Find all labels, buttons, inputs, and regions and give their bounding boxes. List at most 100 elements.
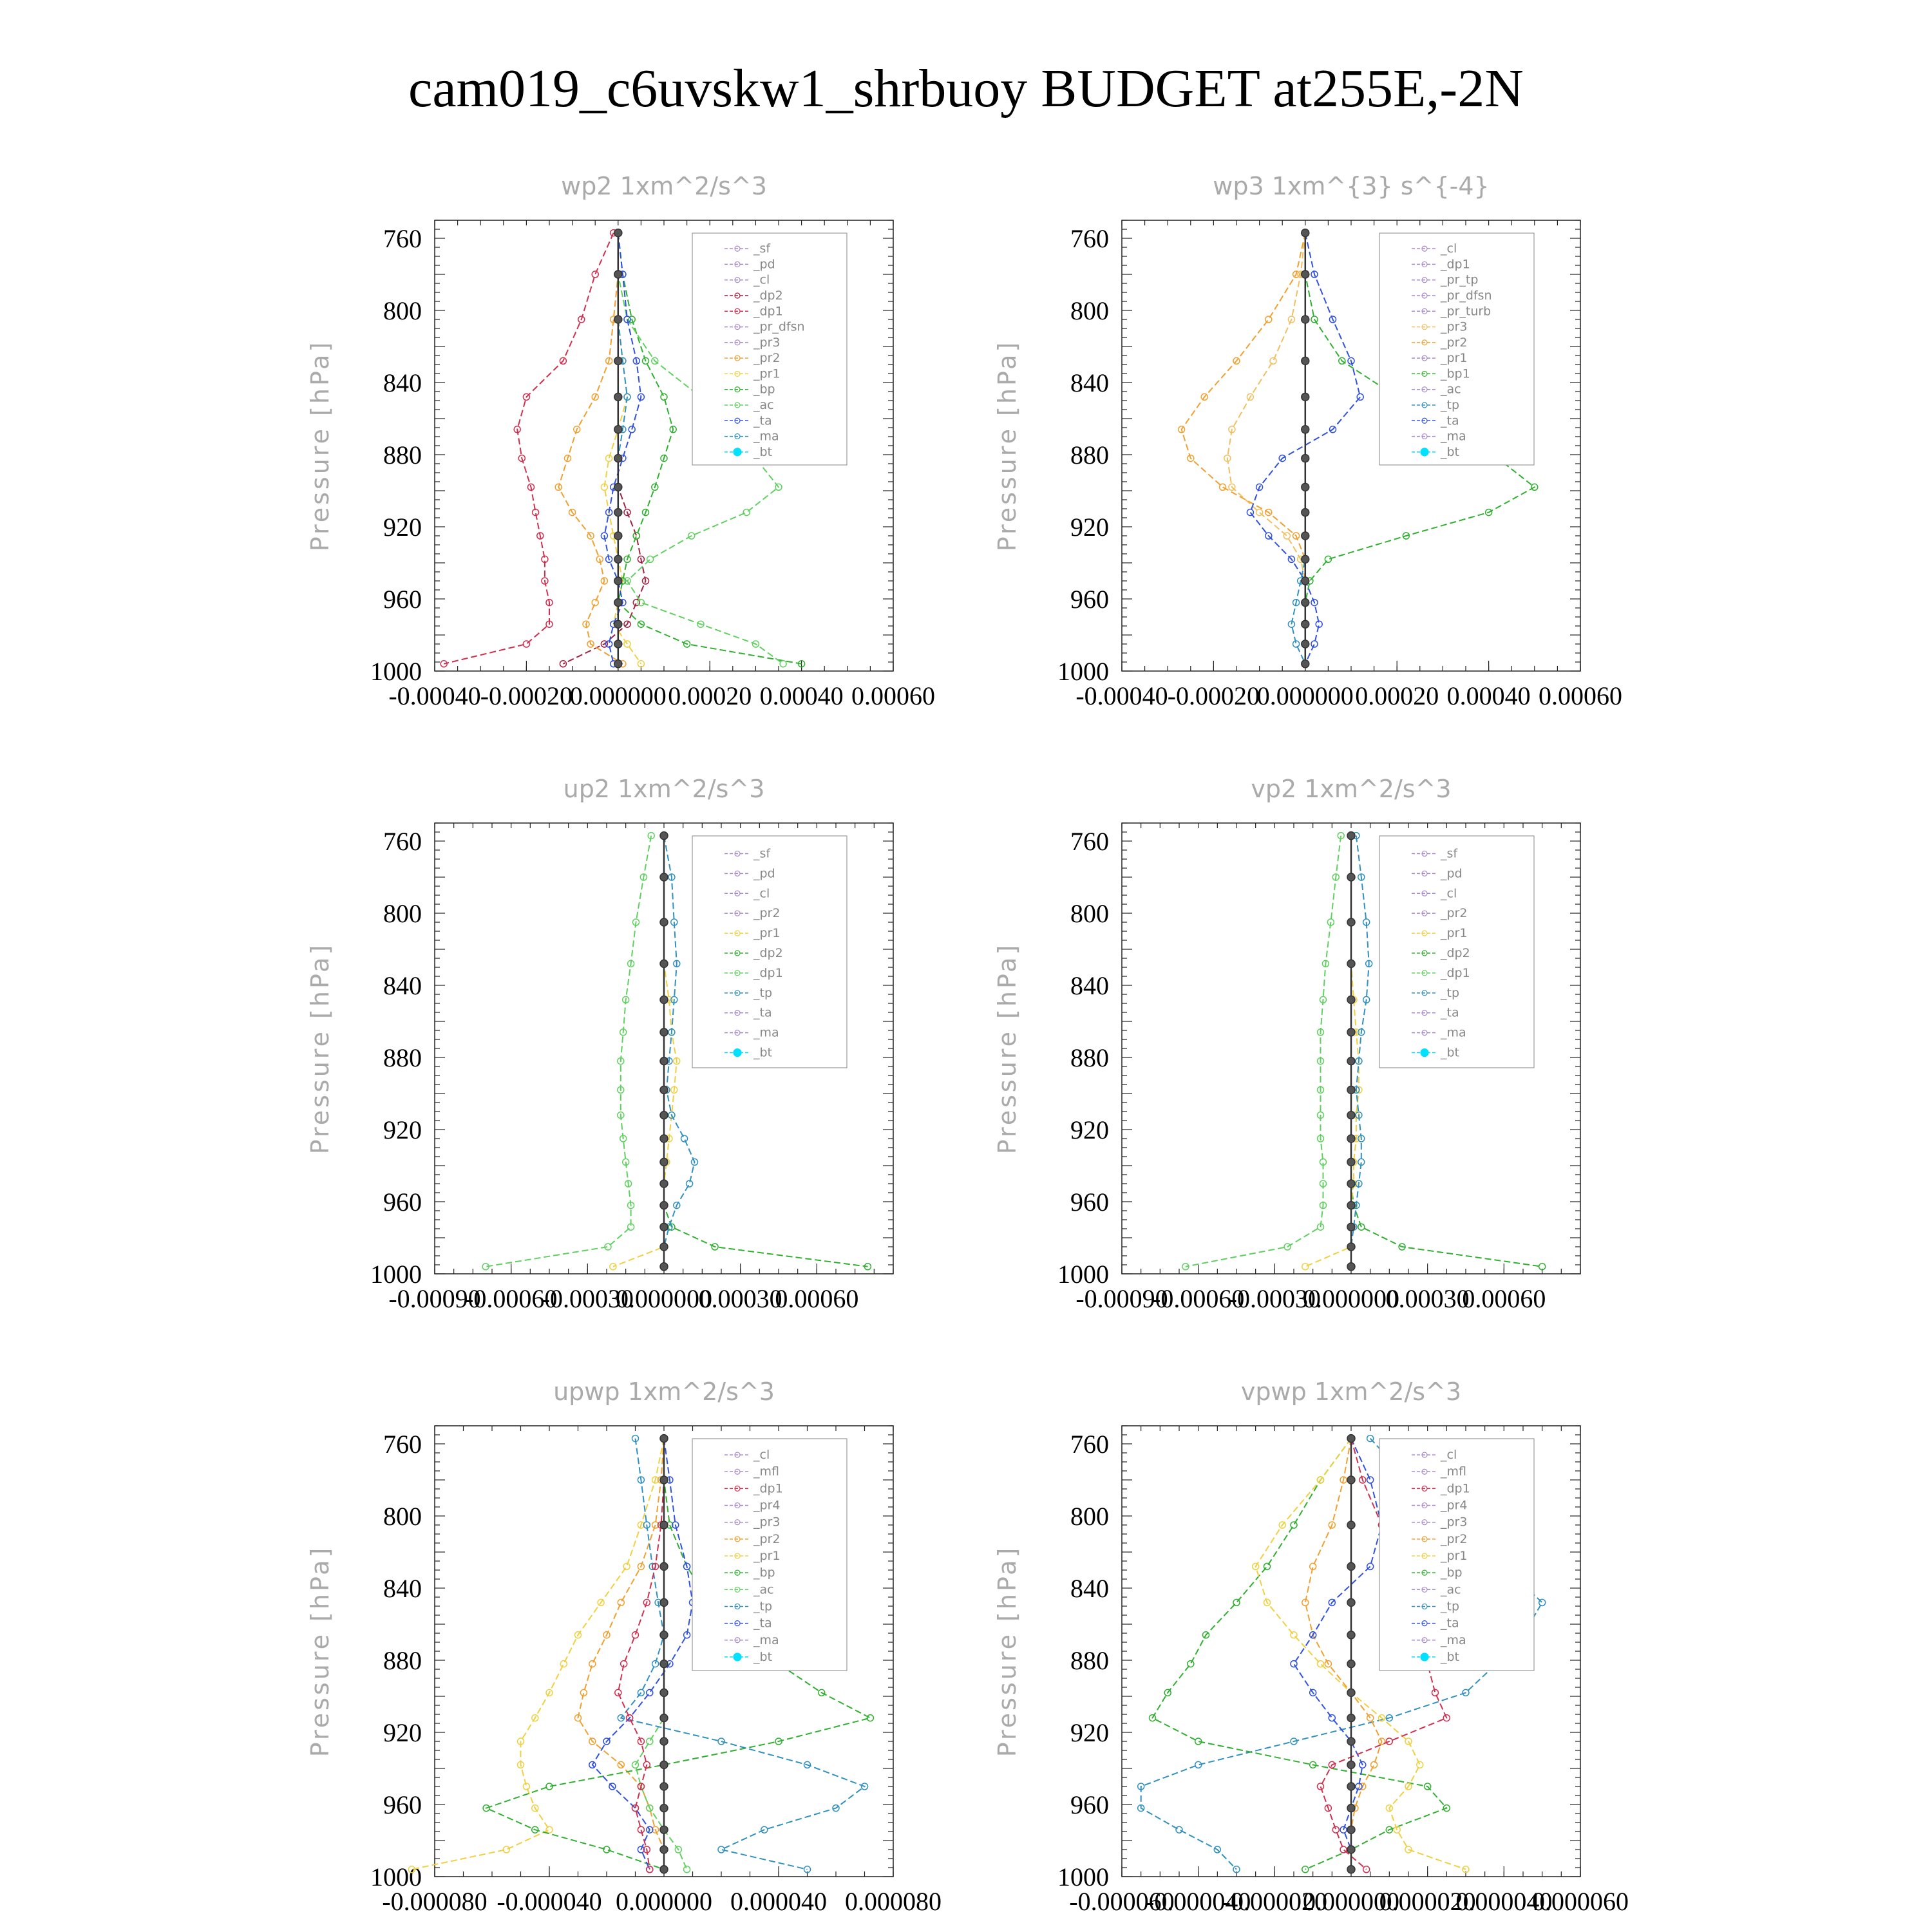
data-point <box>646 1826 654 1833</box>
panels: wp2 1xm^2/s^3 Pressure [hPa] 760 800 840 880 9… <box>306 172 1629 1916</box>
series-pr2 <box>1302 1434 1386 1873</box>
legend-marker <box>734 292 741 299</box>
series-line <box>1151 1438 1448 1870</box>
legend-label: _ma <box>753 1633 779 1647</box>
data-point <box>623 1562 630 1571</box>
data-point <box>545 620 553 628</box>
data-point <box>761 1826 768 1833</box>
y-tick-label: 840 <box>1070 368 1109 397</box>
data-point <box>1316 1086 1325 1094</box>
series-line <box>562 232 647 665</box>
data-point <box>1302 1866 1309 1873</box>
legend-label: _ta <box>753 413 772 428</box>
legend-label: _cl <box>1440 1448 1457 1462</box>
y-tick-label: 880 <box>1070 440 1109 469</box>
legend-marker <box>734 1010 741 1016</box>
legend-label: _pr1 <box>753 366 780 381</box>
data-point <box>1255 508 1264 516</box>
panel-title: upwp 1xm^2/s^3 <box>553 1378 775 1406</box>
data-point <box>832 1804 840 1812</box>
data-point <box>614 356 623 366</box>
data-point <box>659 1110 668 1120</box>
series-line <box>1304 1438 1383 1870</box>
data-point <box>1405 1738 1412 1745</box>
data-point <box>1311 270 1318 278</box>
legend-marker <box>1421 433 1428 440</box>
data-point <box>1246 393 1255 401</box>
x-tick-label: -0.000040 <box>497 1887 601 1916</box>
data-point <box>1347 1520 1356 1530</box>
legend-marker <box>734 1586 741 1593</box>
data-point <box>1347 357 1355 365</box>
series-pr1 <box>408 1434 668 1873</box>
data-point <box>637 1562 645 1571</box>
data-point <box>1378 1738 1386 1745</box>
legend-label: _bp1 <box>1440 366 1470 381</box>
data-point <box>1378 1714 1386 1722</box>
data-point <box>1347 1803 1356 1813</box>
y-tick-label: 880 <box>383 440 422 469</box>
data-point <box>1301 270 1310 279</box>
data-point <box>1385 1738 1394 1745</box>
data-point <box>632 918 640 926</box>
y-tick-label: 960 <box>383 1790 422 1819</box>
data-point <box>1328 1761 1336 1769</box>
data-point <box>591 270 599 278</box>
data-point <box>1347 1713 1356 1723</box>
data-point <box>440 660 448 668</box>
data-point <box>614 554 623 564</box>
legend-marker <box>1421 1519 1428 1526</box>
data-point <box>717 1846 725 1853</box>
y-tick-label: 840 <box>383 368 422 397</box>
data-point <box>1462 1866 1470 1873</box>
data-point <box>1324 555 1332 564</box>
data-point <box>1359 1476 1367 1484</box>
data-point <box>1309 1631 1317 1639</box>
data-point <box>1311 598 1318 607</box>
data-point <box>1347 1782 1356 1791</box>
data-point <box>659 1760 668 1770</box>
y-tick-label: 800 <box>383 1502 422 1531</box>
data-point <box>1347 1134 1356 1143</box>
x-tick-label: 0.000000 <box>1303 1284 1399 1313</box>
data-point <box>637 393 645 401</box>
series-ta <box>589 1434 697 1873</box>
data-point <box>646 1738 654 1745</box>
data-point <box>1328 1521 1336 1529</box>
legend-marker <box>1421 1553 1428 1559</box>
legend-label: _ta <box>1440 1616 1459 1631</box>
data-point <box>1218 483 1227 491</box>
data-point <box>1340 1826 1347 1833</box>
y-tick-label: 920 <box>383 513 422 542</box>
data-point <box>1287 316 1296 323</box>
legend-marker <box>1421 339 1428 346</box>
data-point <box>637 660 645 668</box>
data-point <box>1324 1660 1332 1668</box>
data-point <box>1290 1631 1298 1639</box>
legend-marker <box>734 355 741 361</box>
x-tick-label: 0.000000 <box>1303 1887 1399 1916</box>
series-line <box>1185 835 1342 1267</box>
data-point <box>1228 483 1236 491</box>
legend-marker <box>733 1048 742 1057</box>
data-point <box>743 508 750 516</box>
data-point <box>1362 996 1370 1004</box>
x-tick-label: 0.00060 <box>775 1284 858 1313</box>
data-point <box>614 576 623 585</box>
data-point <box>1319 1158 1327 1166</box>
legend-label: _pr2 <box>1440 336 1467 350</box>
data-point <box>670 1086 678 1094</box>
data-point <box>627 1201 635 1209</box>
data-point <box>614 270 623 279</box>
legend-marker <box>734 245 741 252</box>
data-point <box>605 454 613 462</box>
legend-marker <box>734 870 741 876</box>
data-point <box>646 1866 654 1873</box>
data-point <box>632 532 641 540</box>
legend-marker <box>1421 1030 1428 1036</box>
series-line <box>617 1438 665 1870</box>
data-point <box>711 1243 719 1251</box>
legend-label: _cl <box>1440 242 1457 256</box>
data-point <box>531 1714 539 1722</box>
data-point <box>614 1689 622 1697</box>
